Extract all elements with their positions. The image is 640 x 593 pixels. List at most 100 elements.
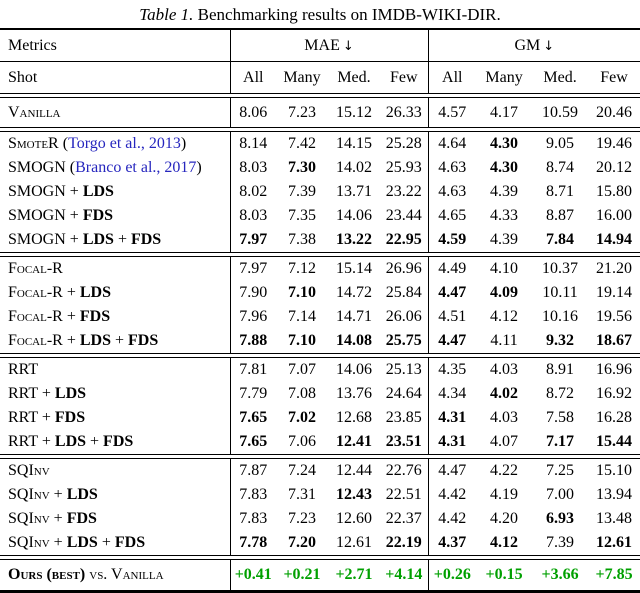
metric-value: 24.64	[385, 385, 422, 402]
metric-value: 7.14	[288, 308, 316, 325]
metric-value: 4.49	[427, 256, 477, 281]
metric-value: 7.58	[546, 409, 575, 426]
metric-value: 23.85	[385, 409, 422, 426]
method-label: Focal-R	[0, 257, 230, 282]
table-row: Focal-R + LDS 7.90 7.10 14.72 25.84 4.47 4.09 1…	[0, 281, 640, 305]
column-header-all: All	[427, 62, 477, 94]
metric-value: 7.35	[288, 207, 316, 224]
method-label-part: FDS	[130, 231, 162, 248]
metric-value: 7.23	[288, 103, 316, 121]
metric-value: 4.31	[427, 430, 477, 455]
table-row: Focal-R 7.97 7.12 15.14 26.96 4.49 4.10 10.37 21…	[0, 256, 640, 282]
double-rule	[0, 555, 640, 560]
metric-value: 9.32	[546, 332, 575, 349]
method-label-part: Focal-R	[8, 284, 63, 301]
metric-value: +0.26	[427, 559, 477, 592]
metric-value: 7.23	[288, 510, 316, 527]
citation-link[interactable]: Torgo et al., 2013	[68, 135, 181, 152]
metric-value: +4.14	[385, 566, 423, 583]
gm-column-group-header: GM ↓	[427, 29, 640, 62]
table-row: RRT 7.81 7.07 14.06 25.13 4.35 4.03 8.91 16.96	[0, 357, 640, 383]
metric-value: 16.92	[596, 385, 633, 402]
method-label-part: RRT +	[8, 385, 55, 402]
metric-value: 4.07	[490, 433, 519, 450]
method-label-part: Focal-R	[8, 332, 63, 349]
metric-value: 23.44	[385, 207, 422, 224]
metric-value: 4.59	[427, 228, 477, 253]
metric-value: 22.19	[385, 534, 422, 551]
table-row: SMOGN + LDS 8.02 7.39 13.71 23.22 4.63 4.39 8.7…	[0, 180, 640, 204]
method-label-part: SMOGN	[8, 159, 66, 176]
metric-value: 14.06	[336, 207, 372, 224]
method-label: RRT	[0, 358, 230, 383]
method-label-part: LDS	[82, 183, 114, 200]
table-row: SQInv + LDS 7.83 7.31 12.43 22.51 4.42 4.19 7.0…	[0, 483, 640, 507]
method-label-part: FDS	[114, 534, 146, 551]
double-rule-line	[0, 454, 640, 459]
metric-value: 13.94	[596, 486, 633, 503]
metric-value: 4.12	[490, 308, 519, 325]
metric-value: 7.65	[229, 430, 276, 455]
metric-value: 4.57	[427, 97, 477, 128]
method-label-part: SQInv	[8, 510, 50, 527]
method-label: SQInv + LDS + FDS	[0, 531, 230, 556]
method-label-part: SQInv	[8, 462, 50, 479]
metric-value: 4.51	[427, 305, 477, 329]
method-label: Focal-R + FDS	[0, 305, 230, 329]
metric-value: 7.79	[229, 382, 276, 406]
metric-value: 25.28	[385, 135, 422, 152]
table-row: SQInv 7.87 7.24 12.44 22.76 4.47 4.22 7.25 15.10	[0, 458, 640, 483]
method-label: Focal-R + LDS	[0, 281, 230, 305]
method-label: SMOGN + FDS	[0, 204, 230, 228]
metric-value: 10.59	[542, 103, 579, 121]
metric-value: 15.14	[336, 260, 372, 277]
method-label-part: Vanilla	[111, 566, 164, 583]
method-label-part: LDS	[79, 284, 111, 301]
metric-value: 7.84	[546, 231, 575, 248]
metric-value: 4.19	[490, 486, 519, 503]
metric-value: 13.71	[336, 183, 372, 200]
metric-value: 4.47	[427, 281, 477, 305]
metric-value: 19.56	[596, 308, 633, 325]
method-label-part: LDS	[54, 433, 87, 450]
metric-value: 15.80	[596, 183, 633, 200]
double-rule	[0, 252, 640, 257]
metric-value: 7.25	[546, 462, 575, 479]
metric-value: 15.44	[596, 433, 633, 450]
table-row: SQInv + LDS + FDS 7.78 7.20 12.61 22.19 4.37 4…	[0, 531, 640, 556]
metric-value: 7.38	[288, 231, 316, 248]
metric-value: 12.68	[336, 409, 372, 426]
citation-link[interactable]: Branco et al., 2017	[75, 159, 197, 176]
method-label-part: LDS	[79, 332, 111, 349]
metric-value: 7.07	[288, 361, 316, 378]
metric-value: 9.05	[546, 135, 575, 152]
benchmark-table: Metrics MAE ↓ GM ↓ Shot All Many Med. Few …	[0, 28, 640, 593]
table-row: RRT + LDS 7.79 7.08 13.76 24.64 4.34 4.02 8.72 1…	[0, 382, 640, 406]
method-label-part: SQInv	[8, 486, 50, 503]
down-arrow-icon: ↓	[342, 38, 354, 54]
metric-value: 6.93	[546, 510, 575, 527]
metric-value: 7.10	[288, 332, 316, 349]
table-row: RRT + LDS + FDS 7.65 7.06 12.41 23.51 4.31 4.0…	[0, 430, 640, 455]
metric-value: 20.12	[596, 159, 633, 176]
metric-value: 22.95	[385, 231, 422, 248]
metric-value: 23.22	[385, 183, 422, 200]
metric-value: 7.39	[546, 534, 575, 551]
metric-value: 7.39	[288, 183, 316, 200]
method-label: RRT + LDS + FDS	[0, 430, 230, 455]
double-rule	[0, 127, 640, 132]
metric-value: 4.02	[490, 385, 519, 402]
metric-value: 8.03	[229, 156, 276, 180]
table-row: Focal-R + LDS + FDS 7.88 7.10 14.08 25.75 4.4…	[0, 329, 640, 354]
metric-value: 25.75	[385, 332, 422, 349]
metric-value: 8.91	[546, 361, 575, 378]
method-label-part: LDS	[54, 385, 87, 402]
method-label-part: )	[196, 159, 202, 176]
metric-value: 7.65	[229, 406, 276, 430]
metric-value: 8.72	[546, 385, 575, 402]
metric-value: 8.06	[229, 97, 276, 128]
metric-value: 13.76	[336, 385, 372, 402]
metric-value: 12.61	[336, 534, 372, 551]
double-rule-line	[0, 353, 640, 358]
metric-value: 4.42	[427, 507, 477, 531]
